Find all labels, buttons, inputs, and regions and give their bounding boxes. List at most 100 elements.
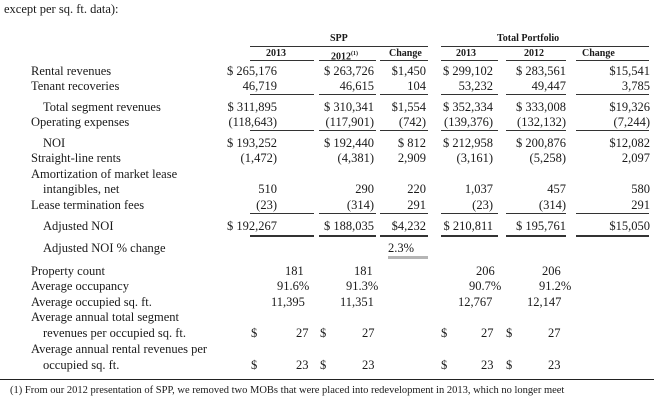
intro-text: except per sq. ft. data): <box>4 2 119 16</box>
cell: 510 <box>258 182 277 196</box>
dollar-sign: $ <box>441 326 448 340</box>
rule-subtotal <box>380 94 428 95</box>
cell: (3,161) <box>456 151 493 165</box>
cell: 580 <box>631 182 650 196</box>
rule-subtotal <box>250 213 314 214</box>
row-label: Operating expenses <box>31 115 130 129</box>
cell: 291 <box>407 198 426 212</box>
rule-subtotal <box>576 94 649 95</box>
cell: $12,082 <box>609 136 650 150</box>
col-tp-change: Change <box>582 48 615 59</box>
cell: $ 352,334 <box>443 100 493 114</box>
cell: 12,147 <box>527 295 562 309</box>
cell: 206 <box>476 264 495 278</box>
cell: 90.7% <box>469 279 502 293</box>
dollar-sign: $ <box>506 326 513 340</box>
row-label: Average annual rental revenues per <box>31 342 208 356</box>
rule-total <box>576 235 649 237</box>
cell: 27 <box>481 326 494 340</box>
rule-total <box>506 235 566 237</box>
rule-total <box>380 235 428 237</box>
footnote-text: (1) From our 2012 presentation of SPP, w… <box>10 385 565 396</box>
header-spp: SPP <box>330 33 348 44</box>
cell: 291 <box>631 198 650 212</box>
cell: $ 195,761 <box>516 219 566 233</box>
row-label: Average annual total segment <box>31 310 179 324</box>
cell: 91.2% <box>539 279 572 293</box>
cell: 23 <box>548 358 561 372</box>
footnote-marker: (1) <box>351 51 358 57</box>
row-label: Amortization of market lease <box>31 167 178 181</box>
row-label: Adjusted NOI % change <box>43 241 166 255</box>
rule-subtotal <box>441 130 498 131</box>
cell: (117,901) <box>325 115 375 129</box>
rule-col-6 <box>576 60 649 61</box>
cell: 2,909 <box>397 151 426 165</box>
cell: $ 192,267 <box>227 219 277 233</box>
rule-subtotal <box>576 130 649 131</box>
rule-subtotal <box>319 94 376 95</box>
dollar-sign: $ <box>441 358 448 372</box>
rule-subtotal <box>319 130 376 131</box>
cell: (4,381) <box>337 151 374 165</box>
cell: (132,132) <box>517 115 566 129</box>
cell: $ 310,341 <box>324 100 374 114</box>
rule-subtotal <box>319 213 376 214</box>
row-label: Total segment revenues <box>43 100 161 114</box>
col-spp-2013: 2013 <box>266 48 286 59</box>
cell: 2.3% <box>388 241 415 255</box>
col-spp-change: Change <box>389 48 422 59</box>
row-label: Lease termination fees <box>31 198 145 212</box>
dollar-sign: $ <box>320 326 327 340</box>
row-label-cont: revenues per occupied sq. ft. <box>43 326 186 340</box>
cell: $ 192,440 <box>324 136 374 150</box>
cell: $4,232 <box>391 219 426 233</box>
cell: 181 <box>285 264 304 278</box>
cell: $1,554 <box>391 100 426 114</box>
rule-subtotal <box>250 94 314 95</box>
rule-total <box>441 235 498 237</box>
cell: (139,376) <box>444 115 493 129</box>
cell: 206 <box>542 264 561 278</box>
cell: 49,447 <box>531 79 566 93</box>
cell: 27 <box>362 326 375 340</box>
cell: $ 265,176 <box>227 64 277 78</box>
row-label: Property count <box>31 264 105 278</box>
highlight-bar <box>388 256 428 259</box>
cell: 27 <box>548 326 561 340</box>
cell: $ 188,035 <box>324 219 374 233</box>
cell: 104 <box>407 79 426 93</box>
row-label: Adjusted NOI <box>43 219 114 233</box>
cell: 2,097 <box>621 151 650 165</box>
cell: $ 212,958 <box>443 136 493 150</box>
rule-col-4 <box>441 60 498 61</box>
col-tp-2012: 2012 <box>524 48 544 59</box>
cell: $ 283,561 <box>516 64 566 78</box>
cell: (314) <box>346 198 374 212</box>
cell: 1,037 <box>464 182 493 196</box>
cell: 11,351 <box>340 295 374 309</box>
rule-col-1 <box>250 60 314 61</box>
rule-subtotal <box>506 130 566 131</box>
cell: (1,472) <box>240 151 277 165</box>
cell: 23 <box>362 358 375 372</box>
dollar-sign: $ <box>251 326 258 340</box>
cell: $ 333,008 <box>516 100 566 114</box>
cell: (7,244) <box>613 115 650 129</box>
rule-total <box>250 235 314 237</box>
cell: 91.3% <box>346 279 379 293</box>
cell: $15,541 <box>609 64 650 78</box>
cell: 181 <box>354 264 373 278</box>
rule-subtotal <box>380 213 428 214</box>
cell: (5,258) <box>529 151 566 165</box>
col-spp-2012: 2012(1) <box>331 51 358 63</box>
cell: 23 <box>481 358 494 372</box>
rule-subtotal <box>441 213 498 214</box>
cell: 12,767 <box>458 295 493 309</box>
rule-subtotal <box>441 94 498 95</box>
cell: (742) <box>398 115 426 129</box>
cell: $ 193,252 <box>227 136 277 150</box>
cell: 3,785 <box>621 79 650 93</box>
cell: $19,326 <box>609 100 650 114</box>
cell: $ 299,102 <box>443 64 493 78</box>
